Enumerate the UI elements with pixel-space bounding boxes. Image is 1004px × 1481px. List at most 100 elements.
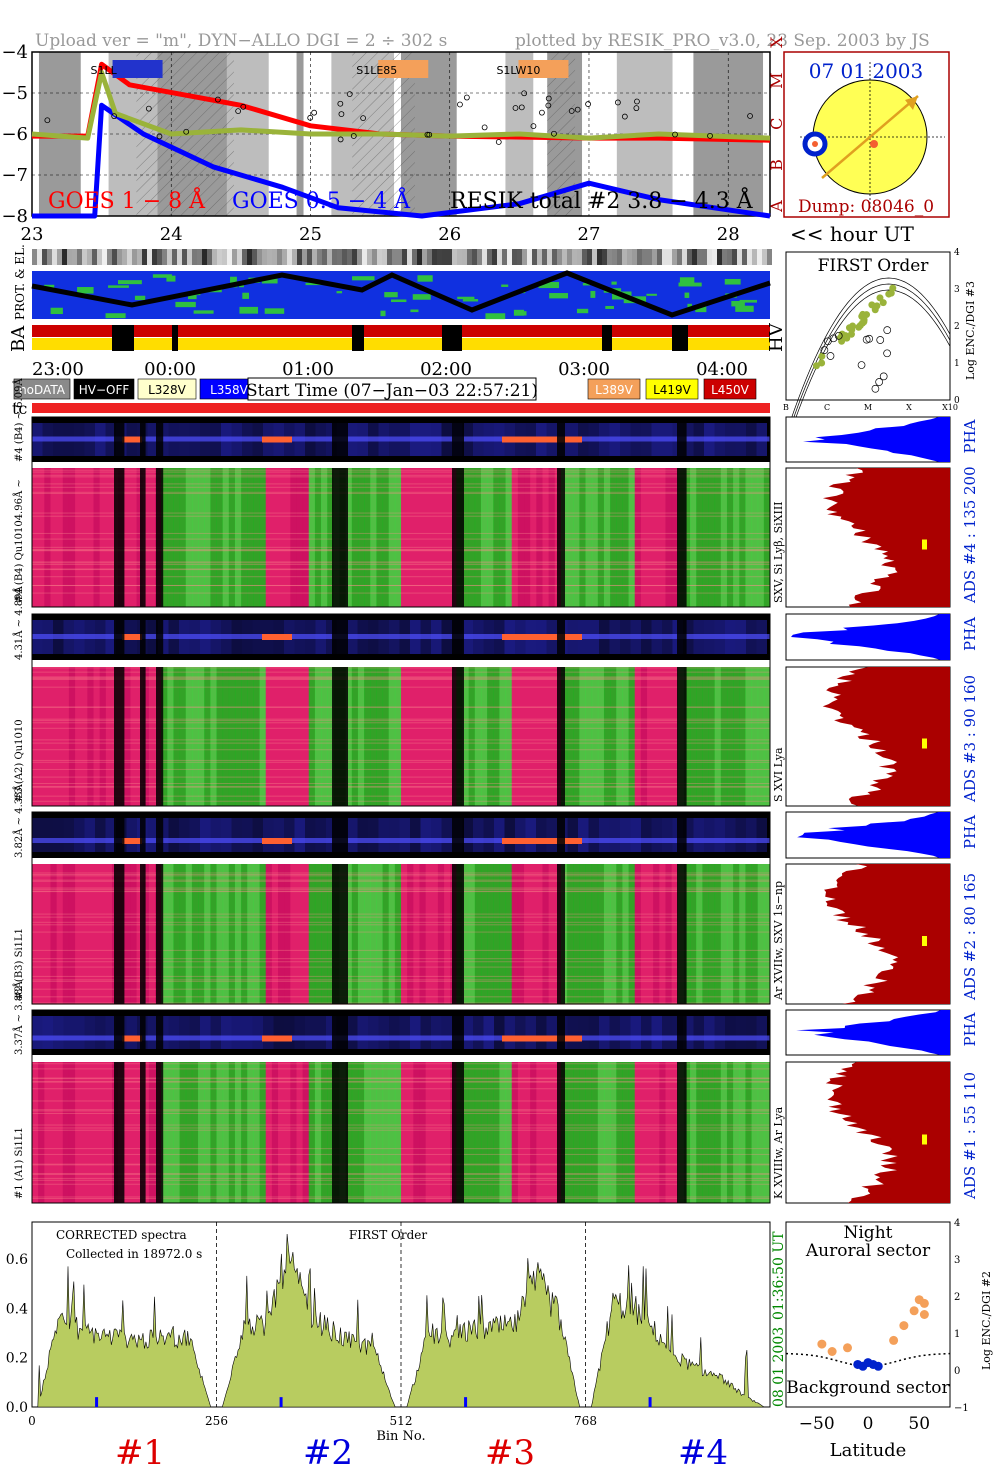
spectrogram-column xyxy=(616,468,623,607)
spectrogram-line xyxy=(32,576,770,578)
spectrogram-column xyxy=(542,864,550,1004)
pha-cell xyxy=(431,1016,442,1049)
spectrogram-column xyxy=(751,468,759,607)
hv-off-column xyxy=(452,1010,464,1055)
spectrogram-line xyxy=(32,921,770,923)
hv-off-column xyxy=(677,1062,687,1203)
spectrogram-column xyxy=(757,864,765,1004)
spectrogram-column xyxy=(259,864,267,1004)
prot-el-noise xyxy=(612,293,625,300)
goes-circle-point xyxy=(512,105,519,111)
spectrogram-column xyxy=(222,864,230,1004)
pha-hist xyxy=(803,417,950,462)
spectrogram-column xyxy=(751,1062,759,1203)
pha-hot-spot xyxy=(262,1035,292,1042)
spectrogram-column xyxy=(302,667,310,806)
pha-cell xyxy=(252,818,263,852)
spectrogram-column xyxy=(241,864,248,1004)
pha-cell xyxy=(536,1016,547,1049)
goes-circle-point xyxy=(183,128,190,135)
pha-cell xyxy=(168,818,179,852)
first-order-point xyxy=(818,359,826,367)
spectrogram-column xyxy=(634,864,642,1004)
spectrogram-column xyxy=(665,864,673,1004)
spectrogram-column xyxy=(696,864,703,1004)
spectrogram-column xyxy=(234,864,242,1004)
spectrogram-column xyxy=(474,468,482,607)
goes-short-line xyxy=(32,102,771,219)
spectrogram-column xyxy=(222,1062,230,1203)
hv-off-column xyxy=(452,468,464,607)
pha-cell xyxy=(515,1016,526,1049)
pha-cell xyxy=(315,818,326,852)
gray-cell xyxy=(417,249,422,265)
goes-circle-point xyxy=(545,95,552,102)
spectrogram-label: #2 (B3) Si1L1 xyxy=(14,928,25,1000)
spectrogram-line xyxy=(32,562,770,564)
spectrogram-line xyxy=(32,706,770,708)
spectrogram-line xyxy=(32,585,770,587)
spectrogram-column xyxy=(124,864,131,1004)
spectrogram-column xyxy=(437,667,445,806)
pha-cell xyxy=(756,1016,767,1049)
spectrogram-column xyxy=(419,667,427,806)
gray-cell xyxy=(717,249,722,265)
spectrogram-column xyxy=(81,667,88,806)
spectrogram-column xyxy=(247,864,254,1004)
gray-cell xyxy=(37,249,42,265)
gray-cell xyxy=(447,249,452,265)
prot-el-noise xyxy=(50,307,63,315)
hv-off-column xyxy=(452,812,464,858)
spectrogram-column xyxy=(308,667,316,806)
spectrogram-column xyxy=(413,1062,420,1203)
spectrogram-column xyxy=(401,468,408,607)
spectrogram-column xyxy=(665,468,673,607)
spectrogram-column xyxy=(185,468,193,607)
pha-cell xyxy=(305,1016,316,1049)
gray-cell xyxy=(332,249,337,265)
spectrogram-column xyxy=(87,468,94,607)
channel-number-label: #2 xyxy=(303,1433,353,1473)
hv-off-column xyxy=(156,667,164,806)
prot-el-noise xyxy=(108,285,129,288)
prot-el-noise xyxy=(134,295,146,301)
pha-cell xyxy=(179,1016,190,1049)
spectrogram-column xyxy=(708,864,716,1004)
spectrogram-column xyxy=(493,1062,500,1203)
first-order-curve xyxy=(785,283,951,441)
pha-cell xyxy=(651,818,662,852)
spectrogram-column xyxy=(437,864,445,1004)
spectrogram-column xyxy=(290,1062,297,1203)
auroral-xtick: 0 xyxy=(863,1414,874,1434)
gray-cell xyxy=(387,249,392,265)
spectrogram-column xyxy=(413,864,420,1004)
first-order-point xyxy=(885,290,893,298)
hv-off-column xyxy=(114,468,125,607)
gray-cell xyxy=(202,249,207,265)
spectrogram-column xyxy=(278,1062,285,1203)
first-order-xtick: C xyxy=(824,403,830,412)
spectrogram-column xyxy=(32,1062,39,1203)
legend-item-label: L419V xyxy=(653,383,692,397)
prot-el-noise xyxy=(679,277,695,284)
ads-hist xyxy=(822,667,950,806)
pha-cell xyxy=(63,818,74,852)
spectrogram-column xyxy=(351,667,359,806)
gray-cell xyxy=(647,249,652,265)
first-order-title: FIRST Order xyxy=(818,256,930,276)
spectrogram-line xyxy=(32,872,770,874)
spectrogram-column xyxy=(628,468,636,607)
spectrogram-column xyxy=(198,667,205,806)
spectrogram-line xyxy=(32,739,770,741)
spectrogram-line xyxy=(32,1002,770,1004)
spectrogram-column xyxy=(419,1062,427,1203)
spectrogram-column xyxy=(407,864,414,1004)
gray-cell xyxy=(597,249,602,265)
pha-label: PHA xyxy=(961,815,979,849)
goes-circle-point xyxy=(530,123,537,130)
spectrogram-column xyxy=(573,1062,580,1203)
gray-cell xyxy=(357,249,362,265)
pha-cell xyxy=(221,818,232,852)
spectrogram-column xyxy=(579,667,586,806)
spectrogram-line xyxy=(32,1078,770,1080)
